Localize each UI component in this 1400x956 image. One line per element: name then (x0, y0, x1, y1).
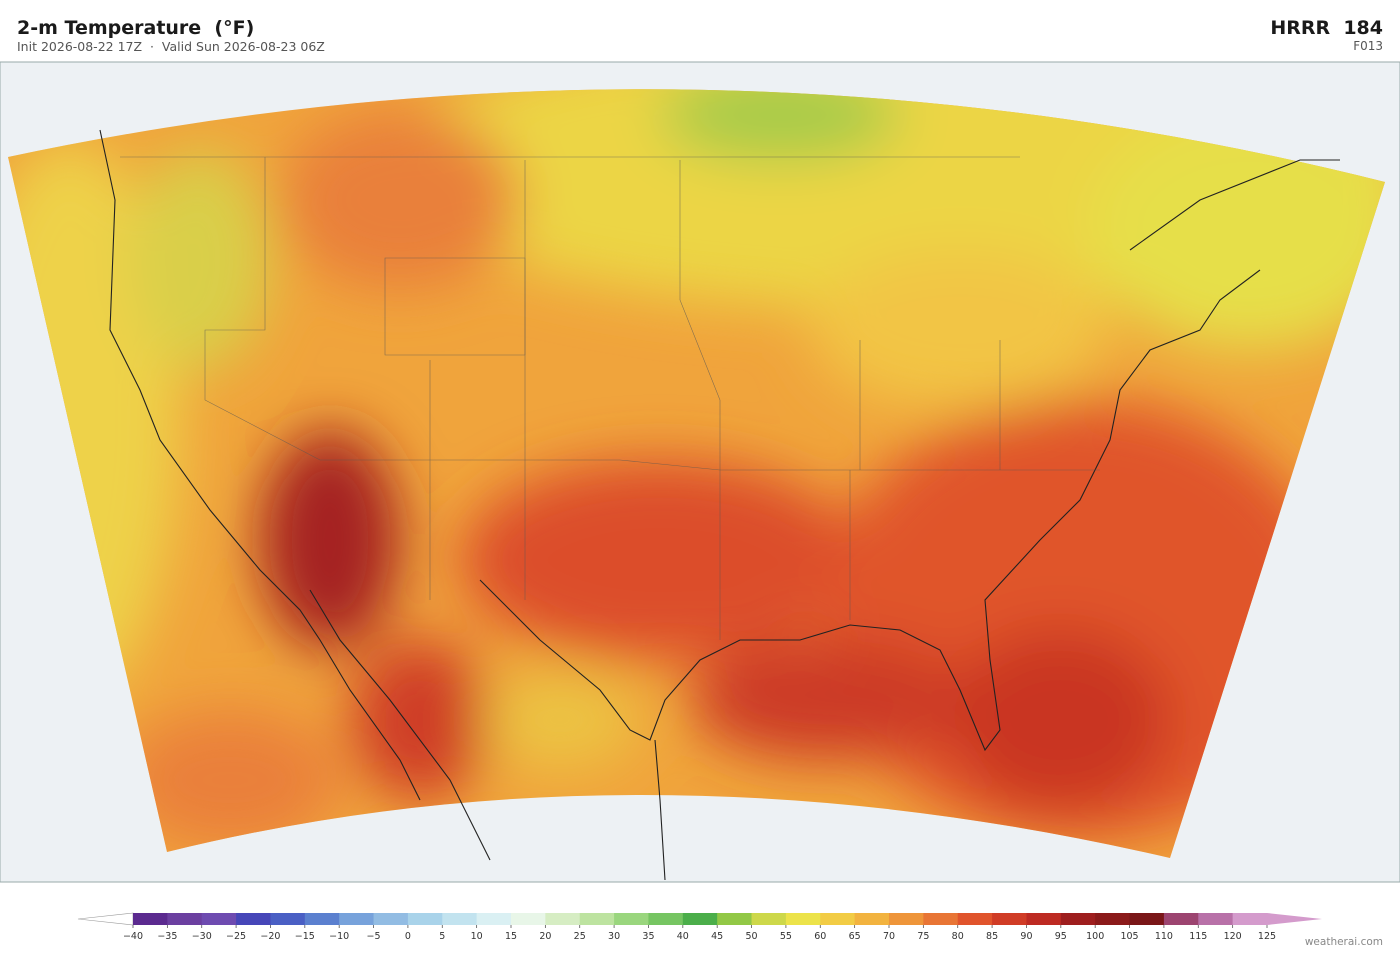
colorbar-tick-label: 15 (505, 931, 517, 942)
colorbar-tick-label: 30 (608, 931, 620, 942)
colorbar-swatch (407, 913, 443, 925)
colorbar-swatch (1129, 913, 1165, 925)
colorbar-tick-label: 100 (1086, 931, 1104, 942)
colorbar-swatch (854, 913, 890, 925)
colorbar-tick-label: 65 (849, 931, 861, 942)
colorbar-swatch (992, 913, 1027, 925)
colorbar-tick-label: −30 (192, 931, 212, 942)
colorbar-swatch (373, 913, 409, 925)
colorbar-tick-label: 125 (1258, 931, 1276, 942)
colorbar-tick-label: 110 (1155, 931, 1173, 942)
forecast-hour: F013 (1353, 39, 1383, 53)
colorbar-swatch (751, 913, 787, 925)
map-title: 2-m Temperature (°F) (17, 17, 254, 39)
colorbar-tick-label: −35 (157, 931, 177, 942)
colorbar-swatch (236, 913, 271, 925)
colorbar-tick-label: 95 (1055, 931, 1067, 942)
coastlines (99, 129, 1340, 881)
colorbar-swatch (1026, 913, 1062, 925)
colorbar-tick-label: 55 (780, 931, 792, 942)
credit: weatherai.com (1305, 936, 1383, 948)
colorbar-swatch (889, 913, 924, 925)
colorbar-swatch (785, 913, 821, 925)
colorbar-tick-label: 60 (814, 931, 826, 942)
colorbar-over (1267, 913, 1322, 925)
colorbar-tick-label: 20 (539, 931, 551, 942)
colorbar-tick-label: −10 (329, 931, 349, 942)
colorbar-swatch (957, 913, 993, 925)
colorbar-swatch (339, 913, 375, 925)
colorbar-under (77, 912, 134, 926)
colorbar-tick-label: 35 (642, 931, 654, 942)
colorbar-swatch (1232, 913, 1268, 925)
colorbar-swatch (820, 913, 856, 925)
colorbar-tick-label: 40 (677, 931, 689, 942)
colorbar-swatch (304, 913, 340, 925)
colorbar-swatch (717, 913, 753, 925)
colorbar-tick-label: 10 (471, 931, 483, 942)
colorbar-swatch (648, 913, 684, 925)
colorbar-tick-label: −5 (367, 931, 381, 942)
colorbar-tick-label: 70 (883, 931, 895, 942)
colorbar-tick-label: −20 (260, 931, 280, 942)
colorbar-tick-label: 25 (574, 931, 586, 942)
colorbar-tick-label: 75 (917, 931, 929, 942)
colorbar-swatch (476, 913, 512, 925)
colorbar-swatch (167, 913, 203, 925)
colorbar-tick-label: 50 (745, 931, 757, 942)
model-label: HRRR 184 (1270, 17, 1383, 39)
colorbar-tick-label: 80 (952, 931, 964, 942)
colorbar-tick-label: 0 (405, 931, 411, 942)
colorbar-tick-label: 45 (711, 931, 723, 942)
colorbar-swatch (923, 913, 959, 925)
colorbar-tick-label: 120 (1224, 931, 1242, 942)
state-borders (120, 156, 1100, 640)
colorbar-tick-label: −40 (123, 931, 143, 942)
colorbar-swatch (133, 913, 168, 925)
colorbar-tick-label: 105 (1120, 931, 1138, 942)
colorbar-swatch (614, 913, 649, 925)
colorbar-swatch (579, 913, 615, 925)
colorbar-swatch (682, 913, 718, 925)
colorbar-tick-label: 85 (986, 931, 998, 942)
colorbar-swatch (442, 913, 478, 925)
colorbar-tick-label: 115 (1189, 931, 1207, 942)
colorbar-tick-label: 5 (439, 931, 445, 942)
colorbar-swatch (1163, 913, 1199, 925)
colorbar-tick-label: 90 (1020, 931, 1032, 942)
colorbar-swatch (201, 913, 237, 925)
colorbar-swatch (1198, 913, 1234, 925)
colorbar-tick-label: −15 (295, 931, 315, 942)
colorbar-swatch (511, 913, 546, 925)
map-subtitle: Init 2026-08-22 17Z · Valid Sun 2026-08-… (17, 39, 325, 54)
colorbar-swatch (1095, 913, 1131, 925)
colorbar-swatch (545, 913, 581, 925)
colorbar-swatch (270, 913, 306, 925)
colorbar-swatch (1060, 913, 1096, 925)
colorbar-tick-label: −25 (226, 931, 246, 942)
